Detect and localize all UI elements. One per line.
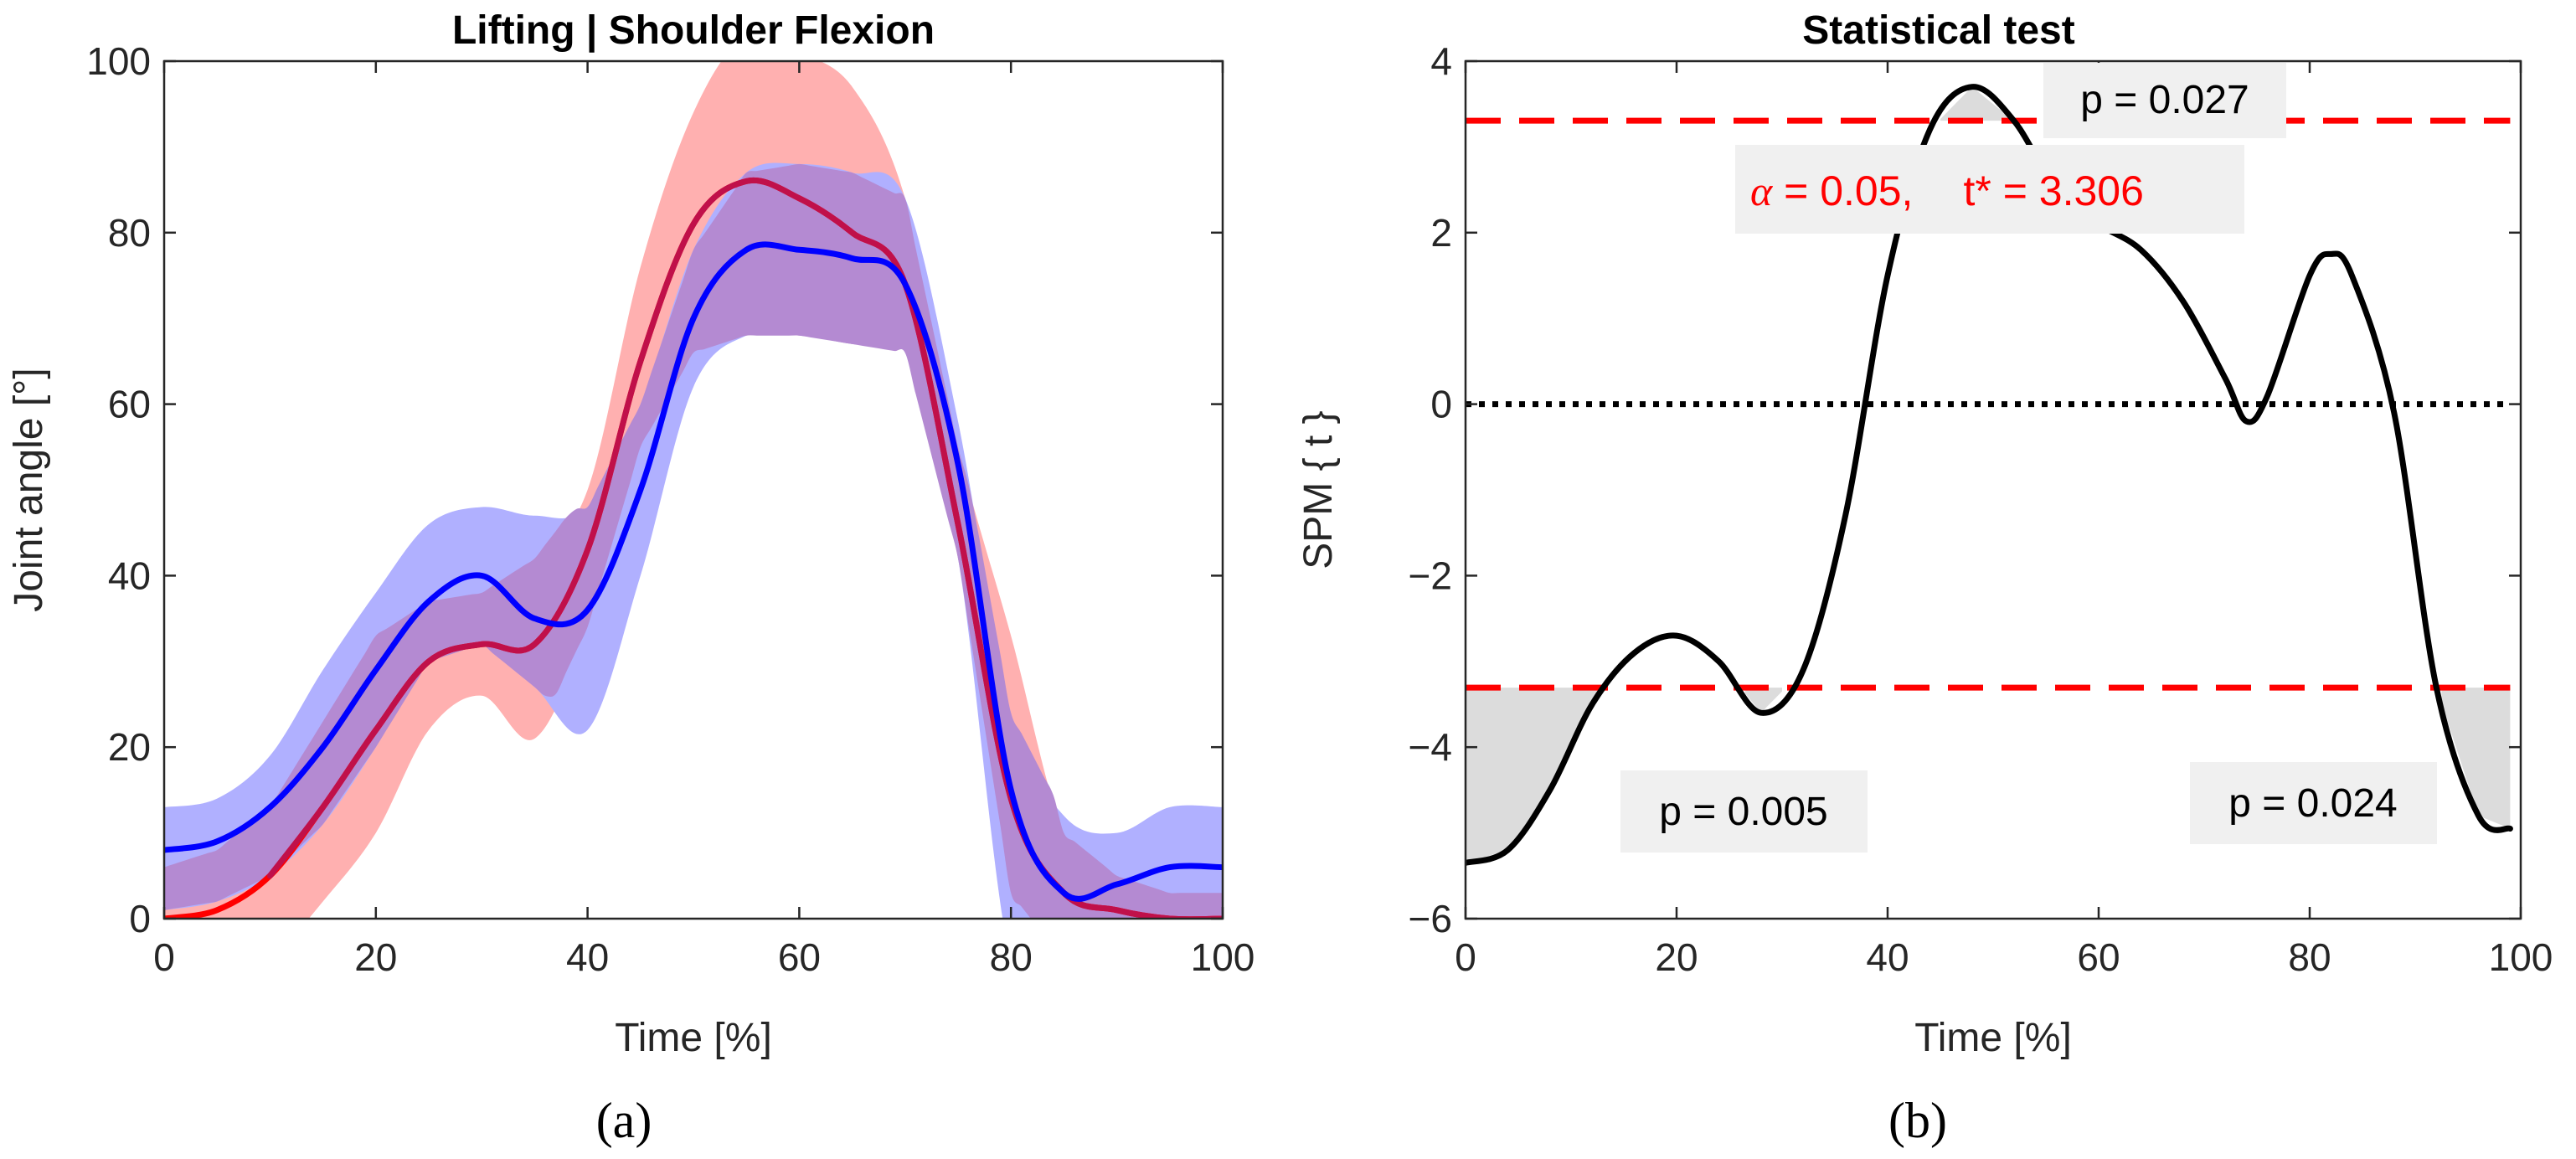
chart-a-title: Lifting | Shoulder Flexion — [452, 8, 935, 53]
x-tick-label: 80 — [2288, 935, 2331, 979]
p-value-left: p = 0.005 — [1659, 790, 1828, 834]
panel-label-a: (a) — [596, 1093, 652, 1148]
red-confidence-band — [164, 61, 1223, 919]
y-tick-label: 20 — [108, 725, 151, 769]
panel-label-b: (b) — [1888, 1093, 1947, 1148]
y-tick-label: −2 — [1409, 554, 1452, 597]
y-tick-label: −6 — [1409, 897, 1452, 940]
x-tick-label: 0 — [153, 935, 175, 979]
x-tick-label: 60 — [778, 935, 821, 979]
x-tick-label: 100 — [1191, 935, 1255, 979]
chart-a-plot-frame — [162, 59, 1224, 920]
t-star-value: t* = 3.306 — [1963, 167, 2143, 214]
blue-mean-line — [164, 241, 1223, 902]
y-tick-label: 40 — [108, 554, 151, 597]
x-tick-label: 100 — [2489, 935, 2553, 979]
p-value-right: p = 0.024 — [2228, 781, 2398, 826]
chart-a: Lifting | Shoulder Flexion 0 20 40 60 80 100 … — [7, 8, 1255, 1148]
chart-b-plot-frame — [1464, 59, 2522, 920]
p-value-box-left — [1620, 770, 1868, 853]
y-tick-label: −4 — [1409, 725, 1452, 769]
chart-a-x-axis-label: Time [%] — [615, 1016, 772, 1060]
p-value-top: p = 0.027 — [2080, 78, 2249, 122]
chart-b-y-axis-label: SPM { t } — [1296, 410, 1341, 569]
x-tick-label: 40 — [1866, 935, 1909, 979]
x-tick-label: 40 — [566, 935, 609, 979]
chart-b-x-axis: 0 20 40 60 80 100 — [1455, 61, 2553, 979]
chart-b-x-axis-label: Time [%] — [1914, 1016, 2072, 1060]
p-value-box-right — [2190, 762, 2437, 844]
y-tick-label: 2 — [1430, 211, 1452, 255]
x-tick-label: 60 — [2077, 935, 2120, 979]
alpha-symbol: α — [1750, 167, 1774, 214]
chart-b-y-axis: 4 2 0 −2 −4 −6 — [1409, 39, 2521, 940]
significant-cluster-left — [1466, 688, 1782, 863]
alpha-value: = 0.05, — [1772, 167, 1913, 214]
y-tick-label: 0 — [129, 897, 151, 940]
y-tick-label: 60 — [108, 383, 151, 426]
chart-a-y-axis-label: Joint angle [°] — [7, 368, 51, 611]
p-value-box-top — [2043, 63, 2286, 138]
chart-b-title: Statistical test — [1802, 8, 2074, 53]
threshold-label-box — [1735, 145, 2244, 234]
chart-b: Statistical test 0 20 40 60 80 100 420−2−4−6 … — [1296, 8, 2553, 1148]
y-tick-label: 0 — [1430, 383, 1452, 426]
threshold-label: α = 0.05, t* = 3.306 — [1750, 167, 2144, 214]
y-tick-label: 80 — [108, 211, 151, 255]
significant-cluster-top — [1940, 86, 2009, 121]
x-tick-label: 0 — [1455, 935, 1476, 979]
chart-a-x-axis: 0 20 40 60 80 100 — [153, 61, 1255, 979]
chart-a-y-axis: 0 20 40 60 80 100 — [86, 39, 1223, 940]
y-tick-label: 4 — [1430, 39, 1452, 83]
x-tick-label: 20 — [1655, 935, 1698, 979]
x-tick-label: 80 — [990, 935, 1033, 979]
significant-cluster-right — [2441, 688, 2511, 829]
y-tick-label: 100 — [86, 39, 151, 83]
x-tick-label: 20 — [354, 935, 397, 979]
